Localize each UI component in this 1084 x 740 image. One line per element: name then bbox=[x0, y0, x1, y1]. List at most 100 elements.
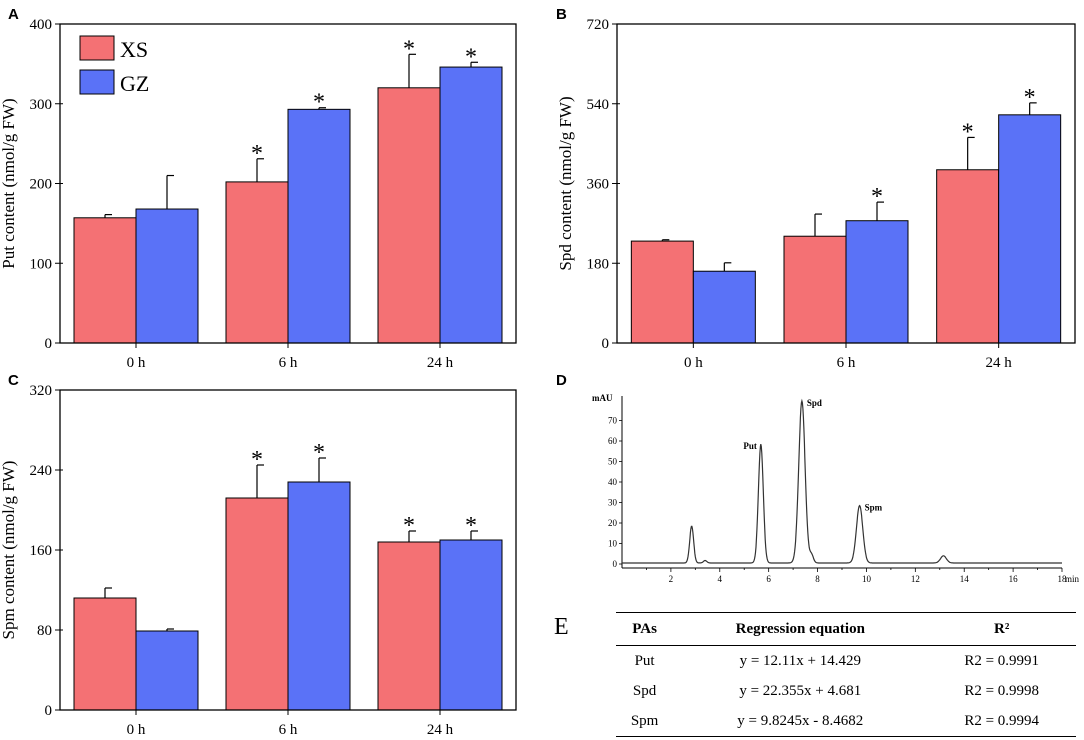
table-header-row: PAs Regression equation R² bbox=[616, 612, 1076, 646]
table-cell: y = 9.8245x - 8.4682 bbox=[673, 706, 928, 737]
y-tick-label: 300 bbox=[30, 97, 53, 113]
panel-label-d: D bbox=[556, 372, 567, 389]
y-tick-label: 100 bbox=[30, 256, 53, 272]
significance-marker: * bbox=[403, 513, 415, 539]
table-row: Spd y = 22.355x + 4.681 R2 = 0.9998 bbox=[616, 676, 1076, 706]
y-tick-label: 240 bbox=[30, 463, 53, 479]
x-tick-label: 8 bbox=[815, 574, 820, 584]
chromatogram-trace bbox=[622, 398, 1062, 564]
y-tick-label: 200 bbox=[30, 177, 53, 193]
table-cell: R2 = 0.9998 bbox=[964, 682, 1040, 699]
significance-marker: * bbox=[403, 36, 415, 62]
column-header-r2: R² bbox=[927, 612, 1076, 646]
y-tick-label: 10 bbox=[608, 539, 618, 549]
y-tick-label: 540 bbox=[587, 97, 610, 113]
y-tick-label: 180 bbox=[587, 256, 610, 272]
bar-xs-24h bbox=[377, 541, 441, 711]
column-header-pas: PAs bbox=[616, 612, 674, 646]
y-tick-label: 320 bbox=[30, 383, 53, 399]
significance-marker: * bbox=[251, 447, 263, 473]
table-cell: R2 = 0.9991 bbox=[964, 652, 1040, 669]
table-cell: y = 12.11x + 14.429 bbox=[739, 652, 861, 669]
y-tick-label: 50 bbox=[608, 457, 618, 467]
y-tick-label: 30 bbox=[608, 498, 618, 508]
bar-chart-b: * * * 0 180 360 540 720 0 h 6 h 24 h Spd content (n… bbox=[556, 17, 1076, 371]
y-tick-label: 400 bbox=[30, 17, 53, 33]
x-tick-label: 0 h bbox=[684, 355, 703, 371]
y-tick-label: 70 bbox=[608, 416, 618, 426]
x-tick-label: 0 h bbox=[127, 722, 146, 738]
table-row: Spm y = 9.8245x - 8.4682 R2 = 0.9994 bbox=[616, 706, 1076, 737]
x-tick-label: 6 h bbox=[279, 355, 298, 371]
x-tick-label: 4 bbox=[718, 574, 723, 584]
bar-gz-0h bbox=[135, 208, 199, 344]
bar-chart-c: * * * * 0 80 160 240 320 0 h 6 h 24 h Spm content (n… bbox=[0, 383, 517, 738]
y-tick-label: 60 bbox=[608, 436, 618, 446]
significance-marker: * bbox=[465, 44, 477, 70]
y-axis-label: Put content (nmol/g FW) bbox=[0, 98, 18, 268]
column-header-equation: Regression equation bbox=[673, 612, 928, 646]
y-tick-label: 0 bbox=[613, 559, 618, 569]
legend-label-gz: GZ bbox=[120, 71, 149, 96]
y-tick-label: 0 bbox=[45, 703, 53, 719]
legend-swatch-xs bbox=[79, 35, 115, 61]
x-tick-label: 2 bbox=[669, 574, 674, 584]
bar-xs-6h bbox=[783, 235, 847, 344]
x-tick-label: 24 h bbox=[427, 722, 454, 738]
bar-gz-0h bbox=[135, 630, 199, 711]
significance-marker: * bbox=[313, 440, 325, 466]
bar-xs-0h bbox=[73, 217, 137, 344]
bar-xs-24h bbox=[936, 169, 1000, 344]
bar-xs-24h bbox=[377, 87, 441, 344]
x-axis-label: min bbox=[1065, 574, 1080, 584]
panel-label-e: E bbox=[554, 614, 569, 640]
table-cell: R2 = 0.9994 bbox=[927, 706, 1076, 737]
x-tick-label: 14 bbox=[960, 574, 970, 584]
y-tick-label: 720 bbox=[587, 17, 610, 33]
significance-marker: * bbox=[1024, 85, 1036, 111]
significance-marker: * bbox=[465, 513, 477, 539]
table-cell: Put bbox=[634, 652, 655, 669]
peak-label-spd: Spd bbox=[807, 398, 822, 408]
x-tick-label: 24 h bbox=[986, 355, 1013, 371]
x-tick-label: 24 h bbox=[427, 355, 454, 371]
y-tick-label: 0 bbox=[602, 336, 610, 352]
bar-xs-0h bbox=[73, 597, 137, 711]
peak-label-spm: Spm bbox=[865, 503, 883, 513]
table-row: Put y = 12.11x + 14.429 R2 = 0.9991 bbox=[616, 646, 1076, 677]
table-cell: y = 22.355x + 4.681 bbox=[739, 682, 862, 699]
legend-swatch-gz bbox=[79, 69, 115, 95]
significance-marker: * bbox=[313, 90, 325, 116]
panel-label-a: A bbox=[8, 6, 19, 23]
bar-xs-6h bbox=[225, 497, 289, 711]
regression-table: PAs Regression equation R² Put y = 12.11… bbox=[616, 612, 1076, 737]
y-tick-label: 20 bbox=[608, 518, 618, 528]
bar-gz-0h bbox=[692, 270, 756, 344]
y-axis-label: Spd content (nmol/g FW) bbox=[556, 96, 575, 270]
table-cell: Spm bbox=[616, 706, 674, 737]
bar-gz-6h bbox=[287, 108, 351, 344]
bar-gz-24h bbox=[439, 539, 503, 711]
bar-gz-6h bbox=[845, 220, 909, 344]
x-tick-label: 16 bbox=[1009, 574, 1019, 584]
y-tick-label: 360 bbox=[587, 177, 610, 193]
significance-marker: * bbox=[871, 184, 883, 210]
y-tick-label: 40 bbox=[608, 477, 618, 487]
bar-chart-a: * * * * 0 100 200 300 400 0 h 6 h 24 h Put content (… bbox=[0, 17, 517, 371]
y-axis-label: mAU bbox=[592, 393, 613, 403]
x-tick-label: 18 bbox=[1058, 574, 1068, 584]
x-tick-label: 10 bbox=[862, 574, 872, 584]
x-tick-label: 6 bbox=[766, 574, 771, 584]
legend-label-xs: XS bbox=[120, 37, 148, 62]
bar-xs-0h bbox=[630, 240, 694, 344]
bar-gz-6h bbox=[287, 481, 351, 711]
panel-label-c: C bbox=[8, 372, 19, 389]
bar-gz-24h bbox=[439, 66, 503, 344]
significance-marker: * bbox=[962, 119, 974, 145]
bar-gz-24h bbox=[998, 114, 1062, 344]
x-tick-label: 12 bbox=[911, 574, 920, 584]
x-tick-label: 6 h bbox=[279, 722, 298, 738]
table-cell: Spd bbox=[632, 682, 657, 699]
